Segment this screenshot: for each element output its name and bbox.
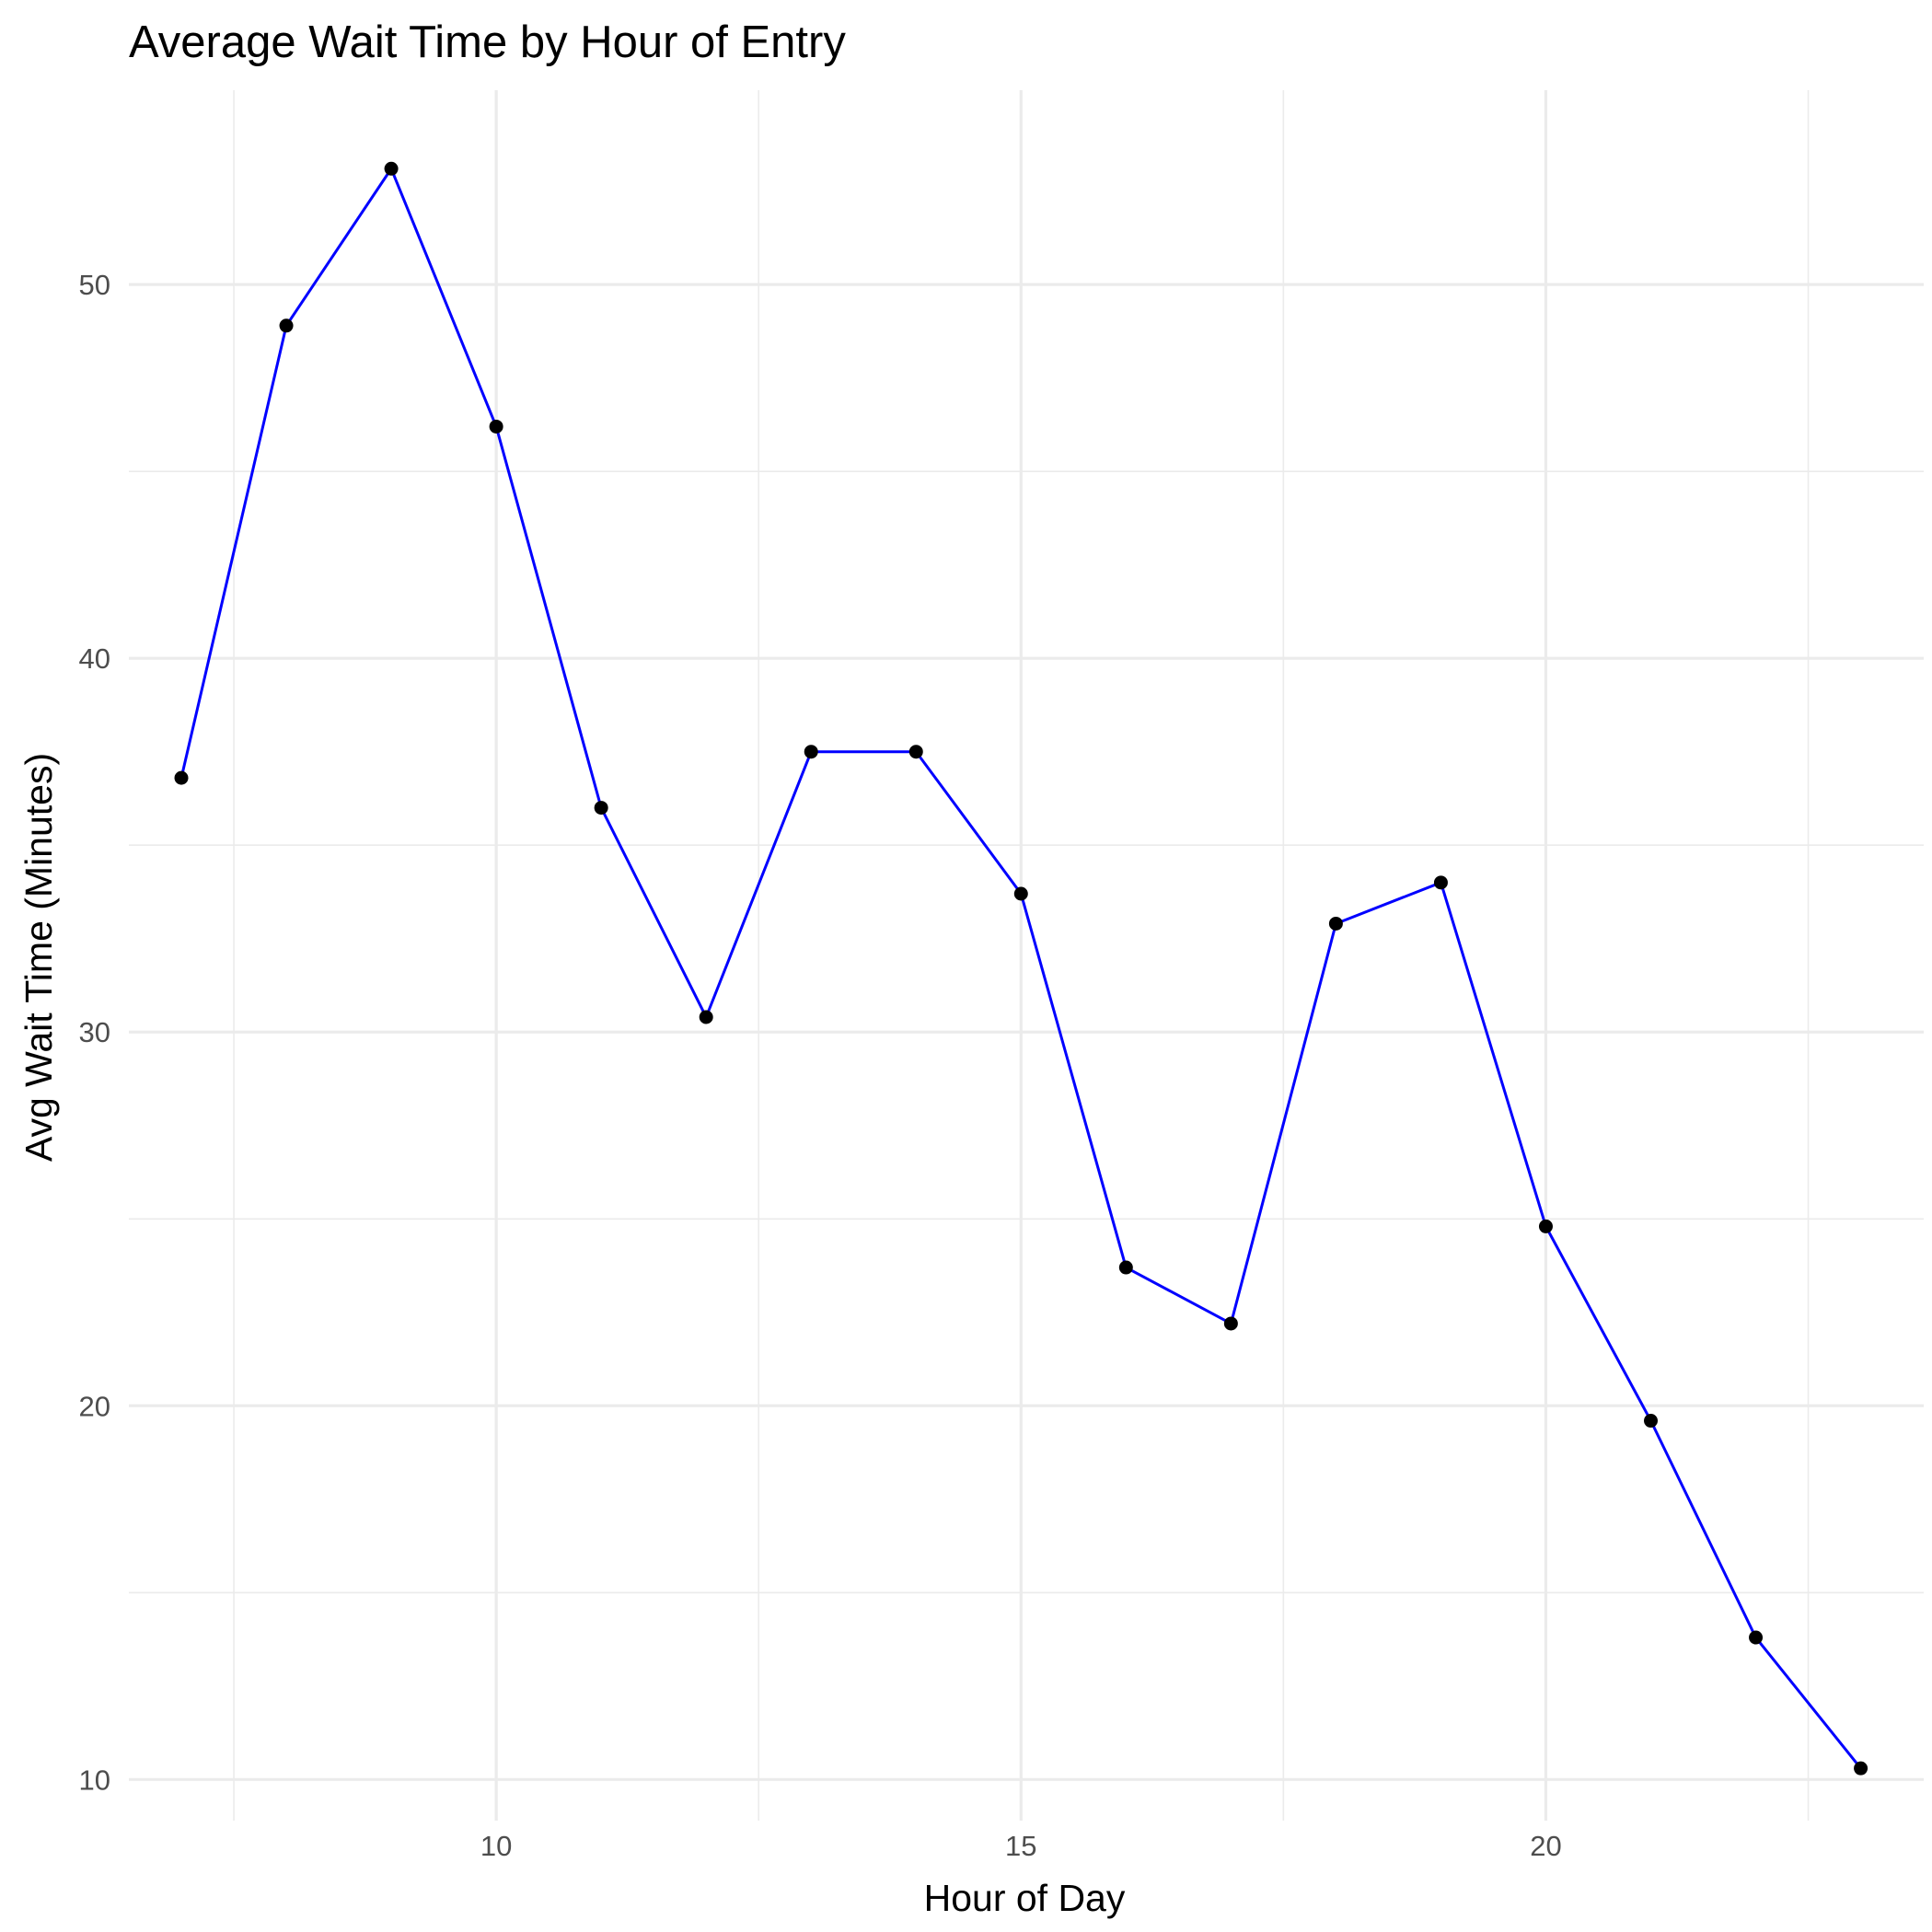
data-point	[174, 770, 189, 785]
data-point	[908, 745, 923, 759]
data-point	[1223, 1316, 1238, 1331]
data-point	[1433, 875, 1448, 890]
x-axis-tick-labels: 10 15 20	[480, 1830, 1562, 1862]
y-tick-label: 10	[79, 1764, 110, 1796]
data-point	[1854, 1761, 1868, 1776]
y-tick-label: 30	[79, 1016, 110, 1048]
series-points-group	[174, 161, 1868, 1776]
data-point	[1749, 1630, 1764, 1645]
data-point	[384, 161, 399, 176]
y-tick-label: 40	[79, 642, 110, 675]
y-axis-tick-labels: 10 20 30 40 50	[79, 269, 110, 1796]
data-point	[1013, 886, 1028, 901]
x-tick-label: 10	[480, 1830, 512, 1862]
major-horizontal-gridlines	[129, 283, 1924, 1781]
y-tick-label: 20	[79, 1390, 110, 1422]
data-point	[699, 1010, 713, 1024]
data-point	[594, 801, 608, 816]
major-vertical-gridlines	[494, 90, 1548, 1821]
data-point	[489, 419, 503, 434]
data-point	[804, 745, 818, 759]
chart-title: Average Wait Time by Hour of Entry	[129, 17, 846, 67]
data-point	[1328, 916, 1343, 931]
data-point	[279, 318, 294, 333]
y-tick-label: 50	[79, 269, 110, 301]
x-tick-label: 20	[1530, 1830, 1561, 1862]
y-axis-label: Avg Wait Time (Minutes)	[17, 753, 60, 1162]
minor-horizontal-gridlines	[129, 470, 1924, 1594]
data-point	[1118, 1260, 1133, 1275]
data-point	[1538, 1219, 1553, 1233]
x-tick-label: 15	[1005, 1830, 1036, 1862]
data-point	[1644, 1414, 1659, 1429]
minor-vertical-gridlines	[233, 90, 1810, 1821]
x-axis-label: Hour of Day	[924, 1877, 1126, 1919]
